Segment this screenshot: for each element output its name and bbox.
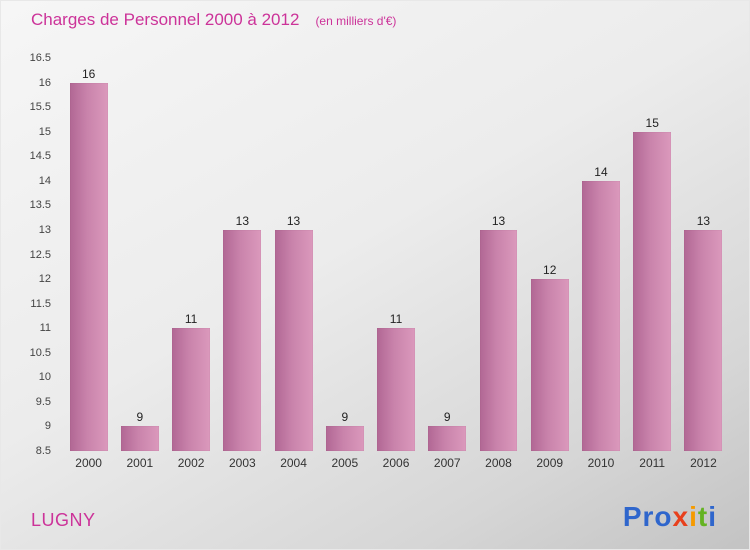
bar-value-label: 15 — [645, 115, 659, 130]
logo-letter: r — [642, 501, 655, 532]
logo-letter: o — [654, 501, 673, 532]
plot-area: 16 9 11 13 13 9 11 9 13 12 14 15 13 — [63, 58, 729, 451]
logo-letter: i — [689, 501, 698, 532]
y-tick-label: 10 — [38, 371, 51, 384]
chart-area: 16.5 16 15.5 15 14.5 14 13.5 13 12.5 12 11.5 11 10.5… — [13, 52, 729, 457]
bar-value-label: 12 — [543, 263, 557, 278]
bar — [172, 328, 211, 451]
y-tick-label: 11.5 — [30, 297, 51, 310]
x-tick-label: 2010 — [587, 456, 615, 470]
x-tick-label: 2001 — [126, 456, 154, 470]
y-axis: 16.5 16 15.5 15 14.5 14 13.5 13 12.5 12 11.5 11 10.5… — [13, 52, 59, 457]
bar-slot: 14 — [575, 58, 626, 451]
x-tick-label: 2002 — [177, 456, 205, 470]
chart-footer: LUGNY Proxiti — [31, 503, 717, 531]
bar-slot: 9 — [422, 58, 473, 451]
bar — [274, 229, 313, 451]
y-tick-label: 11 — [39, 322, 51, 335]
y-tick-label: 15 — [38, 125, 51, 138]
x-tick-label: 2011 — [639, 456, 666, 470]
y-tick-label: 12.5 — [29, 248, 51, 261]
bar — [633, 131, 672, 451]
x-tick-label: 2003 — [228, 456, 256, 470]
bar-value-label: 13 — [286, 213, 301, 228]
bar-slot: 9 — [114, 58, 165, 451]
bar — [684, 229, 723, 451]
bar-slot: 13 — [217, 58, 268, 451]
logo-letter: P — [622, 501, 643, 532]
bar-slot: 15 — [627, 58, 678, 451]
y-tick-label: 16 — [38, 76, 51, 89]
y-tick-label: 15.5 — [29, 101, 51, 114]
logo-letter: t — [697, 501, 709, 532]
proxiti-logo: Proxiti — [623, 503, 717, 531]
bar-value-label: 9 — [443, 410, 451, 425]
bar — [120, 426, 159, 451]
y-tick-label: 13 — [38, 223, 51, 236]
x-tick-label: 2004 — [280, 456, 307, 470]
bar-slot: 13 — [268, 58, 319, 451]
chart-header: Charges de Personnel 2000 à 2012 (en mil… — [31, 10, 396, 30]
x-tick-label: 2007 — [433, 456, 461, 470]
y-tick-label: 16.5 — [29, 52, 51, 64]
x-tick-label: 2008 — [485, 456, 512, 470]
bar-slot: 9 — [319, 58, 370, 451]
x-tick-label: 2005 — [331, 456, 359, 470]
bar-slot: 12 — [524, 58, 575, 451]
bar-value-label: 13 — [235, 213, 249, 228]
bar — [479, 229, 518, 451]
chart-title: Charges de Personnel 2000 à 2012 — [31, 10, 300, 29]
y-tick-label: 10.5 — [29, 346, 51, 359]
x-tick-label: 2000 — [75, 456, 102, 470]
bar-value-label: 11 — [184, 312, 198, 327]
bar — [582, 180, 620, 451]
bar-slot: 13 — [678, 58, 729, 451]
entity-name: LUGNY — [31, 510, 96, 530]
bar-value-label: 13 — [491, 213, 506, 228]
y-tick-label: 14 — [38, 174, 51, 187]
bar-slot: 16 — [63, 58, 114, 451]
bar — [377, 328, 415, 451]
x-tick-label: 2009 — [536, 456, 564, 470]
bar-value-label: 13 — [696, 213, 711, 228]
bar-slot: 13 — [473, 58, 524, 451]
y-tick-label: 9 — [44, 420, 51, 433]
bars: 16 9 11 13 13 9 11 9 13 12 14 15 13 — [63, 58, 729, 451]
chart-subtitle: (en milliers d'€) — [315, 14, 397, 28]
bar — [428, 426, 467, 451]
bar-value-label: 9 — [136, 410, 144, 425]
x-tick-label: 2012 — [690, 456, 717, 470]
y-tick-label: 13.5 — [29, 199, 51, 212]
bar-value-label: 11 — [389, 312, 403, 327]
y-tick-label: 14.5 — [29, 150, 51, 163]
bar-slot: 11 — [165, 58, 216, 451]
bar-value-label: 16 — [81, 66, 96, 81]
x-tick-label: 2006 — [382, 456, 410, 470]
logo-letter: x — [672, 501, 690, 532]
bar — [530, 279, 569, 451]
x-axis: 2000 2001 2002 2003 2004 2005 2006 2007 2008 2009… — [63, 456, 729, 470]
bar-slot: 11 — [370, 58, 421, 451]
bar — [325, 426, 364, 451]
y-tick-label: 9.5 — [35, 395, 51, 408]
bar — [69, 82, 108, 451]
logo-letter: i — [708, 501, 717, 532]
bar — [223, 229, 262, 451]
y-tick-label: 12 — [38, 273, 51, 286]
bar-value-label: 14 — [594, 164, 608, 179]
bar-value-label: 9 — [341, 410, 349, 425]
y-tick-label: 8.5 — [35, 445, 51, 457]
